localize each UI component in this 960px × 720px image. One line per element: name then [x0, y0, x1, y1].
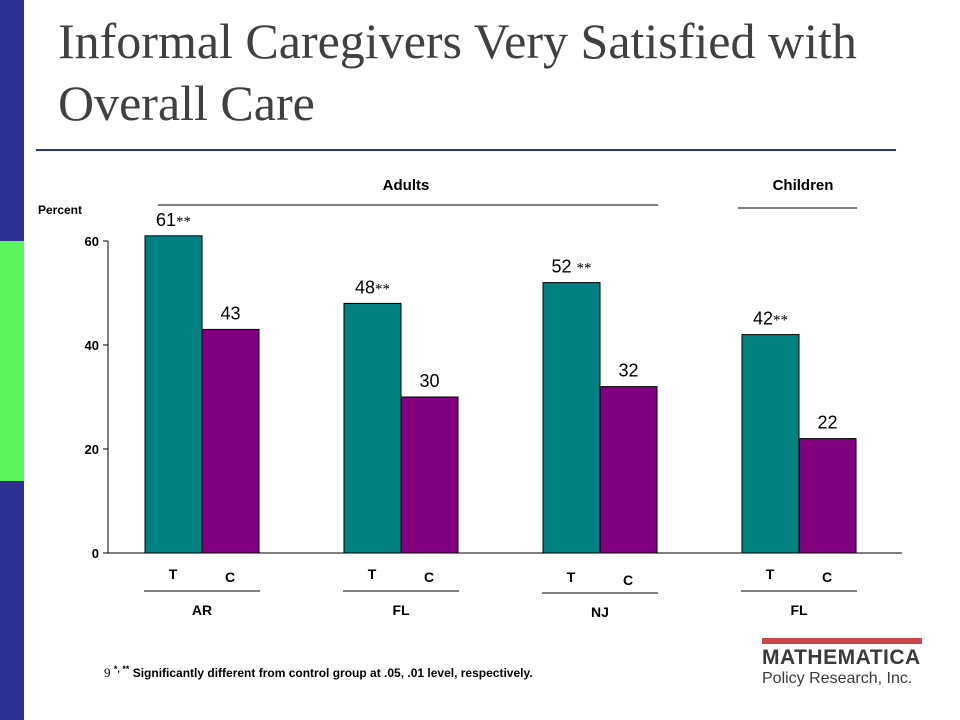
bar-ar-c — [201, 328, 260, 554]
category-label: C — [424, 569, 434, 585]
data-label: 61** — [156, 210, 191, 230]
significance-marker: ** — [176, 214, 191, 230]
logo-accent-bar — [762, 638, 922, 644]
category-label: T — [766, 566, 775, 582]
bar-fl-c — [400, 396, 459, 554]
state-label: FL — [392, 602, 410, 618]
data-label-value: 43 — [220, 303, 240, 323]
significance-marker: ** — [577, 261, 592, 277]
population-label-children: Children — [773, 177, 834, 194]
state-label: NJ — [591, 604, 609, 620]
bar-ar-t — [144, 235, 203, 554]
significance-marker: ** — [773, 313, 788, 329]
data-label: 48** — [355, 277, 390, 297]
category-label: C — [822, 569, 832, 585]
significance-marker: ** — [375, 281, 390, 297]
y-tick-label: 20 — [85, 442, 99, 457]
bar-fl-c — [798, 438, 857, 554]
footnote-stars: *, ** — [113, 664, 130, 674]
slide-title: Informal Caregivers Very Satisfied with … — [58, 13, 857, 131]
category-label: T — [368, 566, 377, 582]
data-label-value: 42 — [753, 309, 773, 329]
state-label: AR — [192, 602, 212, 618]
y-tick-label: 0 — [92, 546, 99, 561]
bar-fl-t — [343, 302, 402, 554]
category-label: T — [169, 566, 178, 582]
state-label: FL — [790, 602, 808, 618]
bar-nj-c — [599, 386, 658, 554]
logo-name: MATHEMATICA — [762, 646, 921, 669]
data-label: 30 — [419, 371, 439, 391]
sidebar-accent — [0, 241, 24, 481]
footnote: 9 *, ** Significantly different from con… — [104, 664, 533, 681]
y-tick-label: 40 — [85, 338, 99, 353]
data-label-value: 52 — [551, 257, 576, 277]
data-label-value: 48 — [355, 277, 375, 297]
category-label: T — [567, 569, 576, 585]
logo-tagline: Policy Research, Inc. — [762, 670, 913, 687]
y-axis-label: Percent — [38, 203, 82, 217]
category-label: C — [623, 572, 633, 588]
data-label: 43 — [220, 303, 240, 323]
data-label: 22 — [817, 413, 837, 433]
data-label-value: 61 — [156, 210, 176, 230]
data-label-value: 22 — [817, 413, 837, 433]
population-label-adults: Adults — [383, 177, 430, 194]
category-label: C — [225, 569, 235, 585]
bar-nj-t — [542, 282, 601, 554]
page-number: 9 — [104, 665, 111, 680]
mathematica-logo: MATHEMATICA Policy Research, Inc. — [762, 638, 922, 698]
data-label: 42** — [753, 309, 788, 329]
data-label-value: 30 — [419, 371, 439, 391]
bar-fl-t — [741, 334, 800, 554]
data-label-value: 32 — [618, 361, 638, 381]
y-tick-label: 60 — [85, 234, 99, 249]
footnote-text: Significantly different from control gro… — [129, 666, 533, 680]
title-divider — [36, 149, 896, 151]
data-label: 52 ** — [551, 257, 591, 277]
data-label: 32 — [618, 361, 638, 381]
